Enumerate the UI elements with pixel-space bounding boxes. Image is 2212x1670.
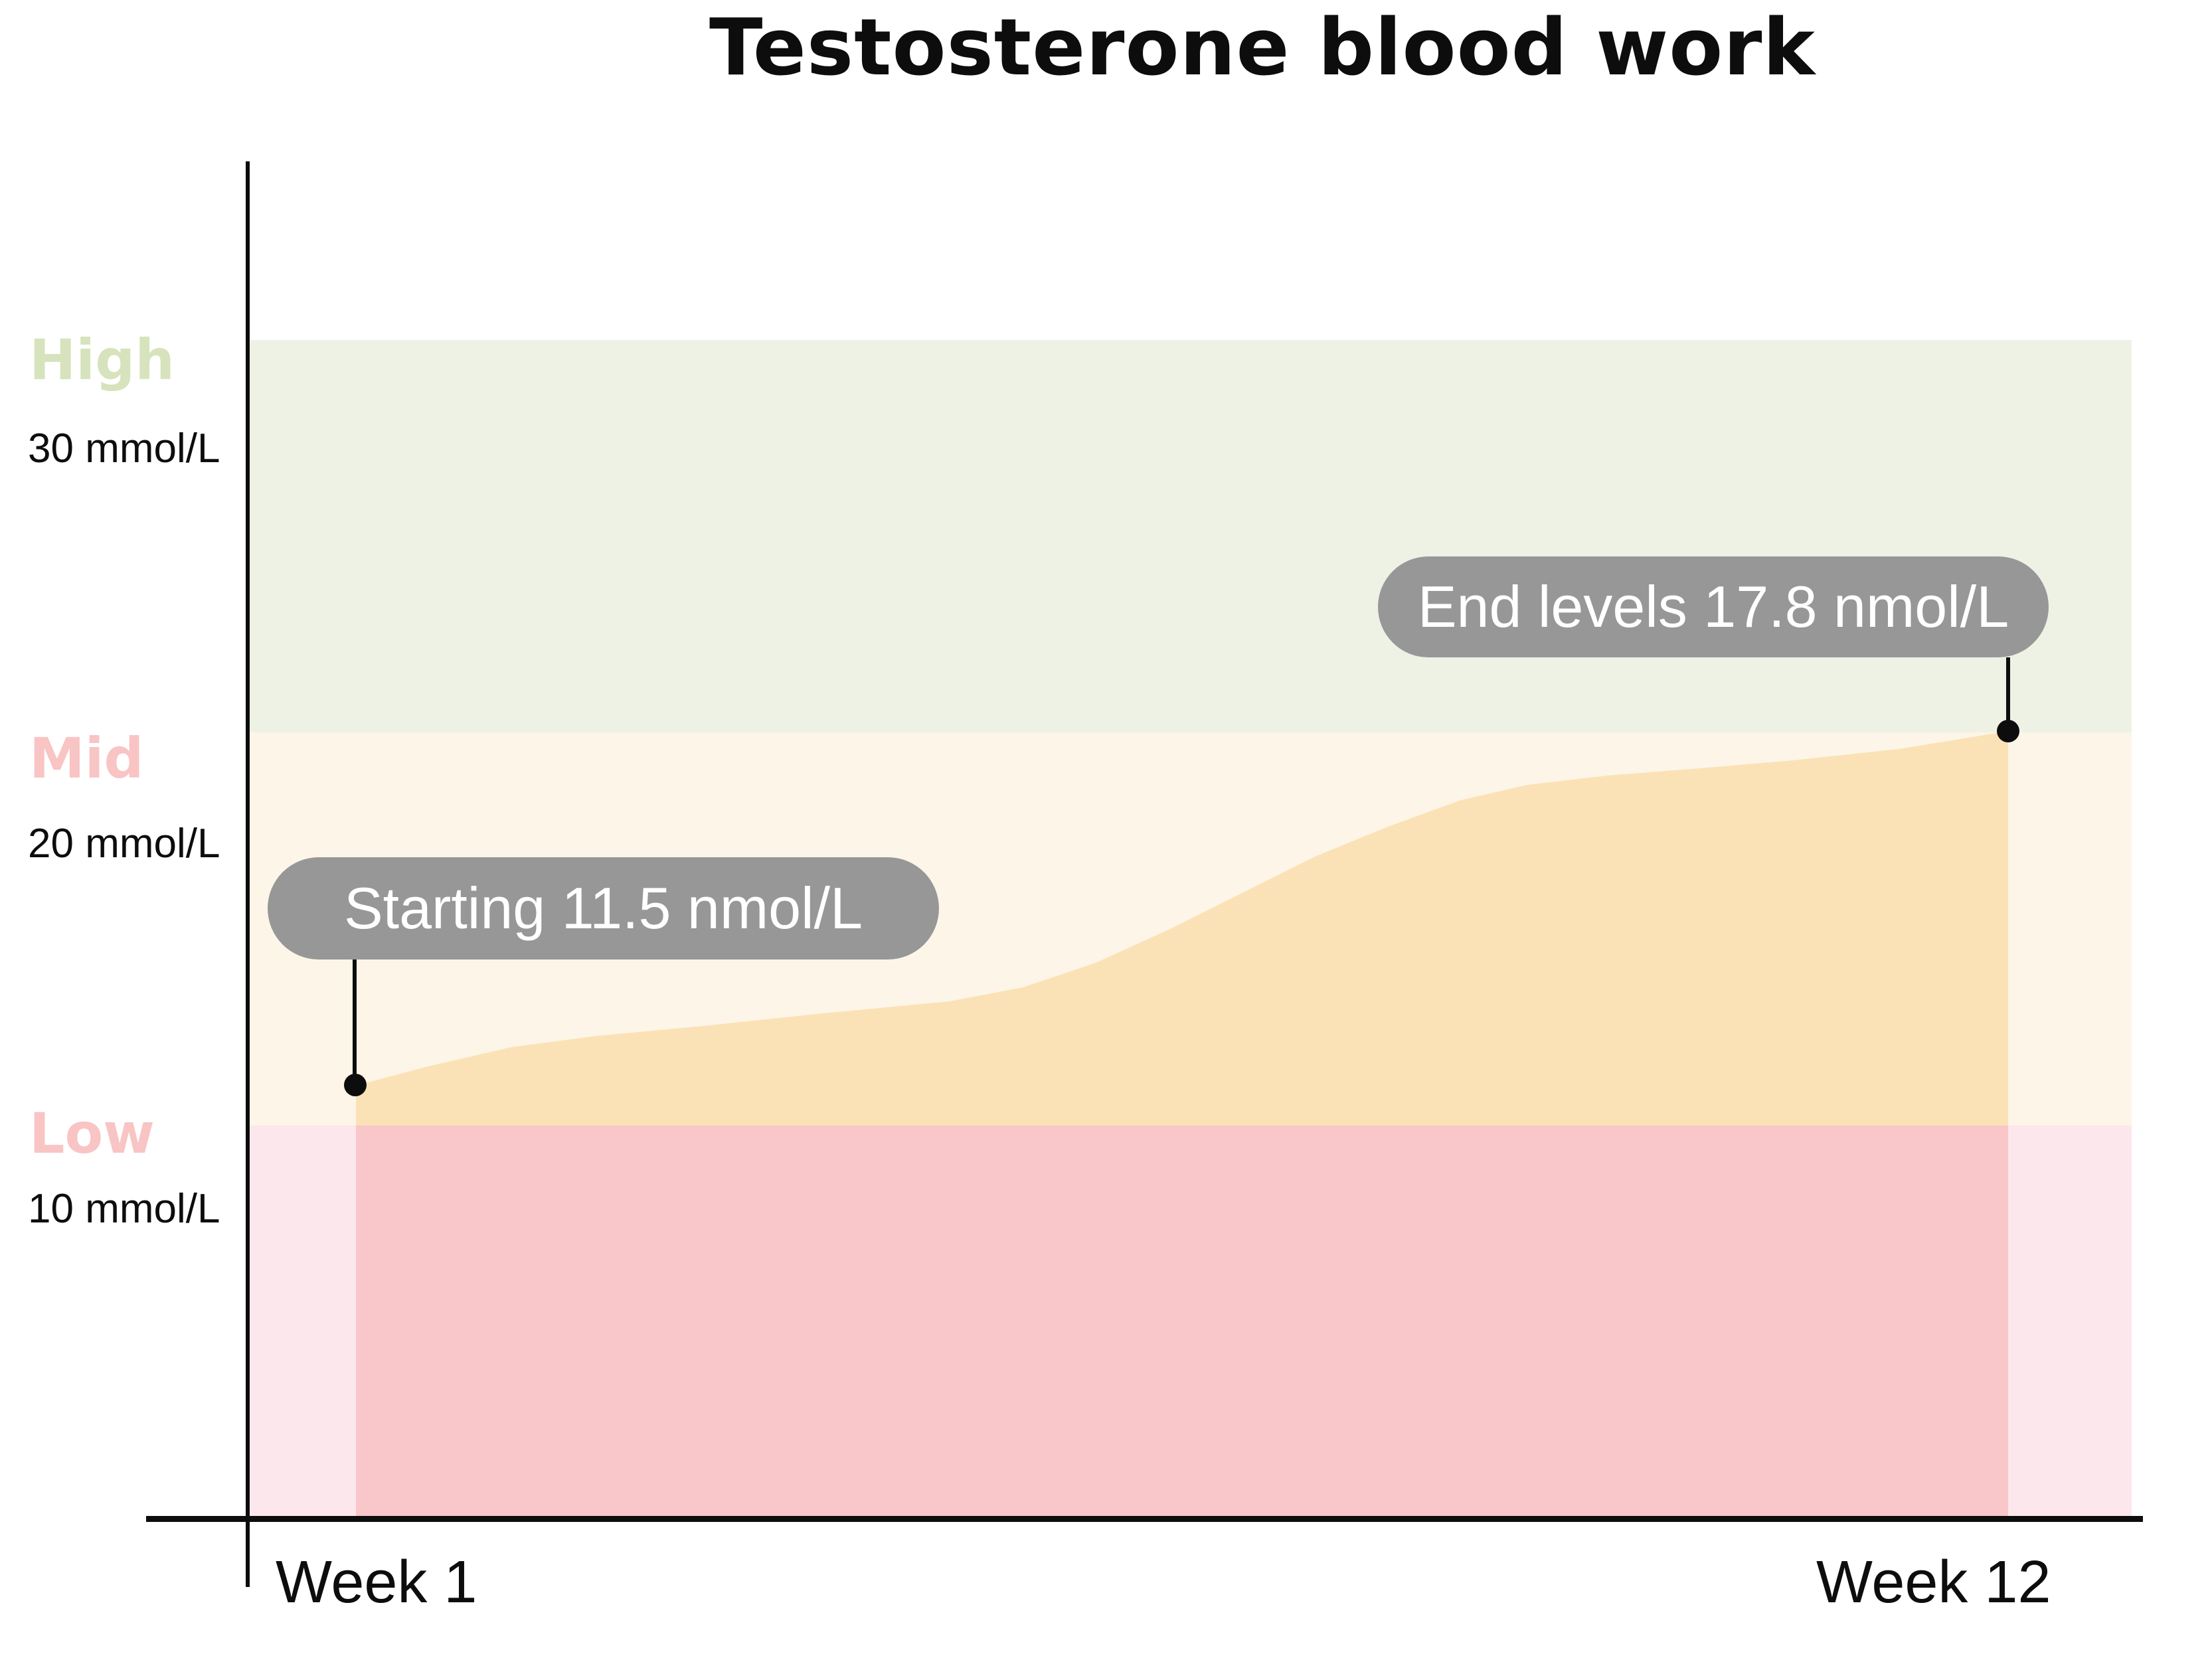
start-annotation-text: Starting 11.5 nmol/L	[343, 875, 863, 941]
x-label-week-1: Week 1	[276, 1549, 477, 1616]
zone-label-low: Low	[29, 1101, 155, 1166]
x-label-week-12: Week 12	[1816, 1549, 2051, 1616]
tick-label-10: 10 mmol/L	[28, 1186, 220, 1232]
band-high	[249, 340, 2132, 732]
data-area-low-segment	[356, 1126, 2008, 1517]
zone-label-mid: Mid	[29, 726, 144, 791]
page-title: Testosterone blood work	[709, 1, 1816, 93]
y-axis-line	[246, 161, 250, 1587]
end-annotation-bubble: End levels 17.8 nmol/L	[1378, 556, 2049, 657]
end-dot	[1997, 720, 2019, 742]
end-annotation-text: End levels 17.8 nmol/L	[1417, 574, 2009, 639]
data-area-curve	[356, 731, 2008, 1126]
tick-label-30: 30 mmol/L	[28, 426, 220, 471]
zone-label-high: High	[29, 327, 175, 392]
tick-label-20: 20 mmol/L	[28, 821, 220, 867]
start-annotation-bubble: Starting 11.5 nmol/L	[268, 857, 939, 960]
end-connector-line	[2006, 657, 2010, 731]
start-connector-line	[353, 960, 357, 1086]
x-axis-line	[146, 1516, 2143, 1522]
start-dot	[344, 1074, 367, 1096]
